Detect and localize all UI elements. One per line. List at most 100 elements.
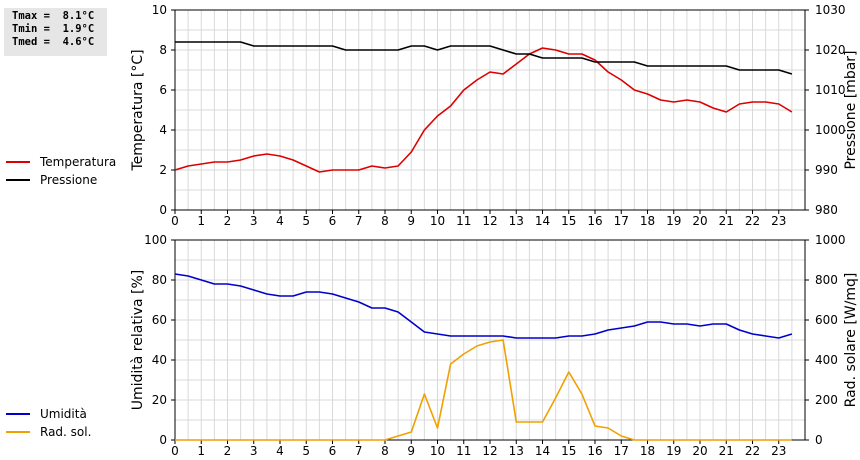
- x-tick-label: 17: [614, 444, 629, 458]
- y-left-axis-label: Umidità relativa [%]: [130, 270, 146, 411]
- x-tick-label: 23: [771, 214, 786, 228]
- x-tick-label: 3: [250, 444, 258, 458]
- stats-box: Tmax = 8.1°C Tmin = 1.9°C Tmed = 4.6°C: [4, 8, 107, 56]
- y-right-tick-label: 600: [815, 313, 838, 327]
- y-left-tick-label: 0: [159, 203, 167, 217]
- x-tick-label: 10: [430, 214, 445, 228]
- x-tick-label: 22: [745, 214, 760, 228]
- y-left-tick-label: 0: [159, 433, 167, 447]
- x-tick-label: 2: [224, 444, 232, 458]
- x-tick-label: 7: [355, 444, 363, 458]
- x-tick-label: 19: [666, 214, 681, 228]
- x-tick-label: 5: [302, 444, 310, 458]
- y-left-axis-label: Temperatura [°C]: [130, 49, 146, 171]
- x-tick-label: 13: [509, 214, 524, 228]
- x-tick-label: 1: [197, 444, 205, 458]
- x-tick-label: 9: [407, 444, 415, 458]
- x-tick-label: 23: [771, 444, 786, 458]
- y-left-tick-label: 6: [159, 83, 167, 97]
- y-right-tick-label: 200: [815, 393, 838, 407]
- y-left-tick-label: 4: [159, 123, 167, 137]
- x-tick-label: 4: [276, 214, 284, 228]
- y-right-tick-label: 1000: [815, 233, 846, 247]
- legend-top: Temperatura Pressione: [6, 153, 116, 189]
- legend-bottom-list: Umidità Rad. sol.: [6, 405, 91, 441]
- x-tick-label: 3: [250, 214, 258, 228]
- x-tick-label: 0: [171, 214, 179, 228]
- x-tick-label: 21: [719, 214, 734, 228]
- x-tick-label: 14: [535, 214, 550, 228]
- stat-tmed: Tmed = 4.6°C: [12, 36, 95, 48]
- y-right-tick-label: 800: [815, 273, 838, 287]
- stat-tmax: Tmax = 8.1°C: [12, 10, 95, 22]
- y-right-tick-label: 990: [815, 163, 838, 177]
- y-left-tick-label: 100: [144, 233, 167, 247]
- x-tick-label: 5: [302, 214, 310, 228]
- x-tick-label: 14: [535, 444, 550, 458]
- y-left-tick-label: 20: [152, 393, 167, 407]
- x-tick-label: 16: [587, 444, 602, 458]
- y-right-tick-label: 1000: [815, 123, 846, 137]
- x-tick-label: 12: [482, 214, 497, 228]
- y-right-tick-label: 1010: [815, 83, 846, 97]
- chart-panel-0: 0 1 2 3 4 5 6 7 8 9 10 11 12 13 14 15 16 17 18 19 20 21 22 2302…: [130, 3, 859, 228]
- legend-item-umidita: Umidità: [6, 405, 91, 423]
- legend-swatch-radsol: [6, 431, 30, 433]
- x-tick-label: 8: [381, 214, 389, 228]
- series-line-rad-sol-: [175, 339, 792, 441]
- x-tick-label: 8: [381, 444, 389, 458]
- x-tick-label: 13: [509, 444, 524, 458]
- x-tick-label: 2: [224, 214, 232, 228]
- x-tick-label: 15: [561, 444, 576, 458]
- x-tick-label: 15: [561, 214, 576, 228]
- x-tick-label: 4: [276, 444, 284, 458]
- x-tick-label: 18: [640, 444, 655, 458]
- y-left-tick-label: 80: [152, 273, 167, 287]
- x-tick-label: 11: [456, 444, 471, 458]
- x-tick-label: 18: [640, 214, 655, 228]
- legend-item-radsol: Rad. sol.: [6, 423, 91, 441]
- y-left-tick-label: 60: [152, 313, 167, 327]
- legend-label-pressione: Pressione: [40, 173, 98, 187]
- x-tick-label: 20: [692, 444, 707, 458]
- y-right-tick-label: 400: [815, 353, 838, 367]
- x-tick-label: 9: [407, 214, 415, 228]
- legend-swatch-pressione: [6, 179, 30, 181]
- chart-panel-1: 0 1 2 3 4 5 6 7 8 9 10 11 12 13 14 15 16 17 18 19 20 21 22 2302…: [130, 233, 859, 458]
- legend-label-temperatura: Temperatura: [40, 155, 117, 169]
- y-right-axis-label: Rad. solare [W/mq]: [843, 273, 859, 408]
- y-left-tick-label: 2: [159, 163, 167, 177]
- x-tick-label: 11: [456, 214, 471, 228]
- x-tick-label: 1: [197, 214, 205, 228]
- stat-tmin: Tmin = 1.9°C: [12, 23, 95, 35]
- x-tick-label: 12: [482, 444, 497, 458]
- y-left-tick-label: 40: [152, 353, 167, 367]
- legend-swatch-umidita: [6, 413, 30, 415]
- legend-label-umidita: Umidità: [40, 407, 87, 421]
- series-line-pressione: [175, 41, 793, 75]
- x-tick-label: 10: [430, 444, 445, 458]
- x-tick-label: 21: [719, 444, 734, 458]
- legend-item-pressione: Pressione: [6, 171, 116, 189]
- x-tick-label: 16: [587, 214, 602, 228]
- x-tick-label: 20: [692, 214, 707, 228]
- y-left-tick-label: 10: [152, 3, 167, 17]
- x-tick-label: 6: [329, 444, 337, 458]
- x-tick-label: 17: [614, 214, 629, 228]
- series-line-umidit-: [174, 273, 793, 339]
- legend-label-radsol: Rad. sol.: [40, 425, 92, 439]
- x-tick-label: 0: [171, 444, 179, 458]
- series-line-temperatura: [174, 47, 793, 173]
- y-right-tick-label: 0: [815, 433, 823, 447]
- x-tick-label: 22: [745, 444, 760, 458]
- y-right-axis-label: Pressione [mbar]: [843, 50, 859, 169]
- y-right-tick-label: 1020: [815, 43, 846, 57]
- y-right-tick-label: 980: [815, 203, 838, 217]
- x-tick-label: 7: [355, 214, 363, 228]
- legend-swatch-temperatura: [6, 161, 30, 163]
- x-tick-label: 19: [666, 444, 681, 458]
- y-right-tick-label: 1030: [815, 3, 846, 17]
- legend-item-temperatura: Temperatura: [6, 153, 116, 171]
- y-left-tick-label: 8: [159, 43, 167, 57]
